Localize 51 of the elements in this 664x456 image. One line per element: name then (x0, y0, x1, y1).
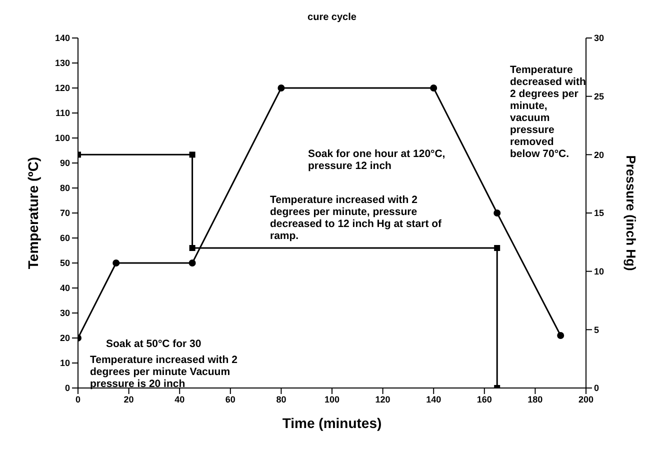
point (278, 84, 285, 92)
y-tick-label: 100 (54, 133, 70, 144)
point (112, 260, 120, 266)
point (189, 245, 196, 251)
annotation: Temperature increased with 2 degrees per minute, pressure decreased to 12 inch Hg at start of ramp. (270, 194, 443, 242)
y2-tick-label: 10 (594, 266, 604, 277)
chart-title: cure cycle (306, 11, 358, 25)
y-tick-label: 110 (55, 108, 70, 118)
y2-tick-label: 5 (594, 324, 600, 335)
y2-tick-label: 30 (594, 33, 604, 44)
y-tick-label: 60 (60, 233, 70, 244)
x-tick-label: 180 (528, 394, 543, 404)
y-tick-label: 30 (60, 308, 70, 318)
point (189, 152, 196, 158)
y-tick-label: 40 (60, 283, 70, 294)
y-tick-label: 0 (64, 383, 70, 394)
point (494, 245, 500, 251)
point (188, 260, 196, 266)
y-tick-label: 140 (54, 33, 70, 44)
y-tick-label: 10 (60, 358, 70, 368)
x-tick-label: 20 (124, 394, 134, 404)
annotation: Temperature increased with 2 degrees per minute Vacuum pressure is 20 inch (90, 354, 238, 390)
y-tick-label: 20 (60, 333, 70, 344)
point (494, 210, 501, 216)
annotation: Soak at 50°C for 30 (106, 338, 202, 350)
y-tick-label: 130 (54, 58, 70, 68)
x-tick-label: 140 (426, 394, 442, 404)
annotation: Soak for one hour at 120°C, pressure 12 inch (308, 148, 446, 172)
y-tick-label: 80 (60, 183, 70, 194)
y-tick-label: 50 (60, 258, 70, 268)
x-axis-title: Time (minutes) (282, 415, 382, 431)
y2-tick-label: 0 (594, 383, 600, 394)
y2-tick-label: 25 (594, 92, 604, 102)
y2-axis-title: Pressure (inch Hg) (623, 155, 638, 271)
point (430, 84, 438, 92)
x-tick-label: 80 (276, 394, 286, 404)
y2-tick-label: 20 (594, 150, 604, 160)
x-tick-label: 200 (578, 394, 594, 404)
y-tick-label: 70 (60, 208, 70, 218)
x-tick-label: 120 (375, 394, 390, 404)
x-tick-label: 100 (324, 394, 340, 404)
x-tick-label: 0 (75, 394, 81, 404)
y-tick-label: 90 (60, 158, 70, 168)
y2-tick-label: 15 (594, 208, 604, 218)
y-axis-title: Temperature (ºC) (24, 156, 41, 270)
y-tick-label: 120 (54, 83, 70, 94)
point (557, 332, 564, 339)
x-tick-label: 60 (225, 394, 236, 404)
annotation: Temperature decreased with 2 degrees per minute, vacuum pressure removed below 70°C. (510, 64, 586, 160)
x-tick-label: 160 (476, 394, 492, 404)
x-tick-label: 40 (174, 394, 185, 404)
